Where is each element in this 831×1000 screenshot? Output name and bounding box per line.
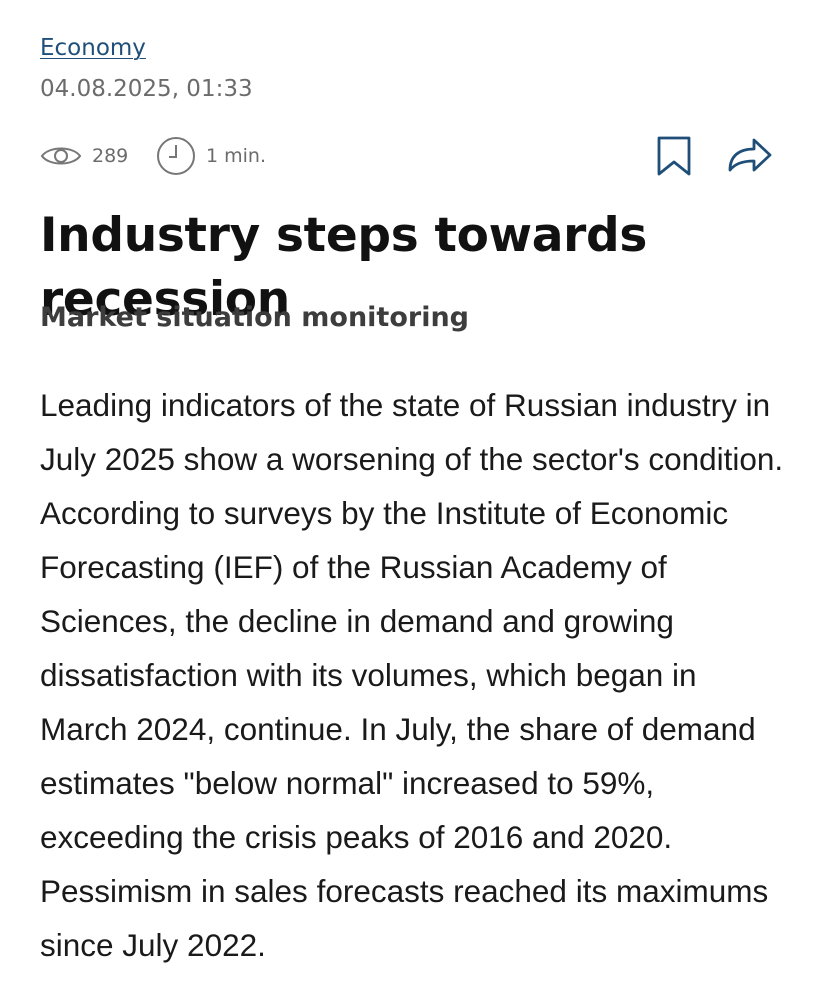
views-counter: 289 xyxy=(40,134,128,178)
eye-icon xyxy=(40,142,82,170)
publish-date: 04.08.2025, 01:33 xyxy=(40,76,253,102)
article-subtitle: Market situation monitoring xyxy=(40,302,469,333)
clock-icon xyxy=(156,136,196,176)
read-time: 1 min. xyxy=(156,134,266,178)
article-title: Industry steps towards recession xyxy=(40,208,648,327)
category-link[interactable]: Economy xyxy=(40,35,146,61)
article-body: Leading indicators of the state of Russi… xyxy=(40,387,784,963)
read-time-label: 1 min. xyxy=(206,145,266,167)
share-button[interactable] xyxy=(728,134,772,178)
views-count: 289 xyxy=(92,145,129,167)
bookmark-icon xyxy=(654,135,694,177)
article-meta-row: 289 1 min. xyxy=(40,134,791,178)
share-arrow-icon xyxy=(727,136,773,176)
bookmark-button[interactable] xyxy=(652,134,696,178)
